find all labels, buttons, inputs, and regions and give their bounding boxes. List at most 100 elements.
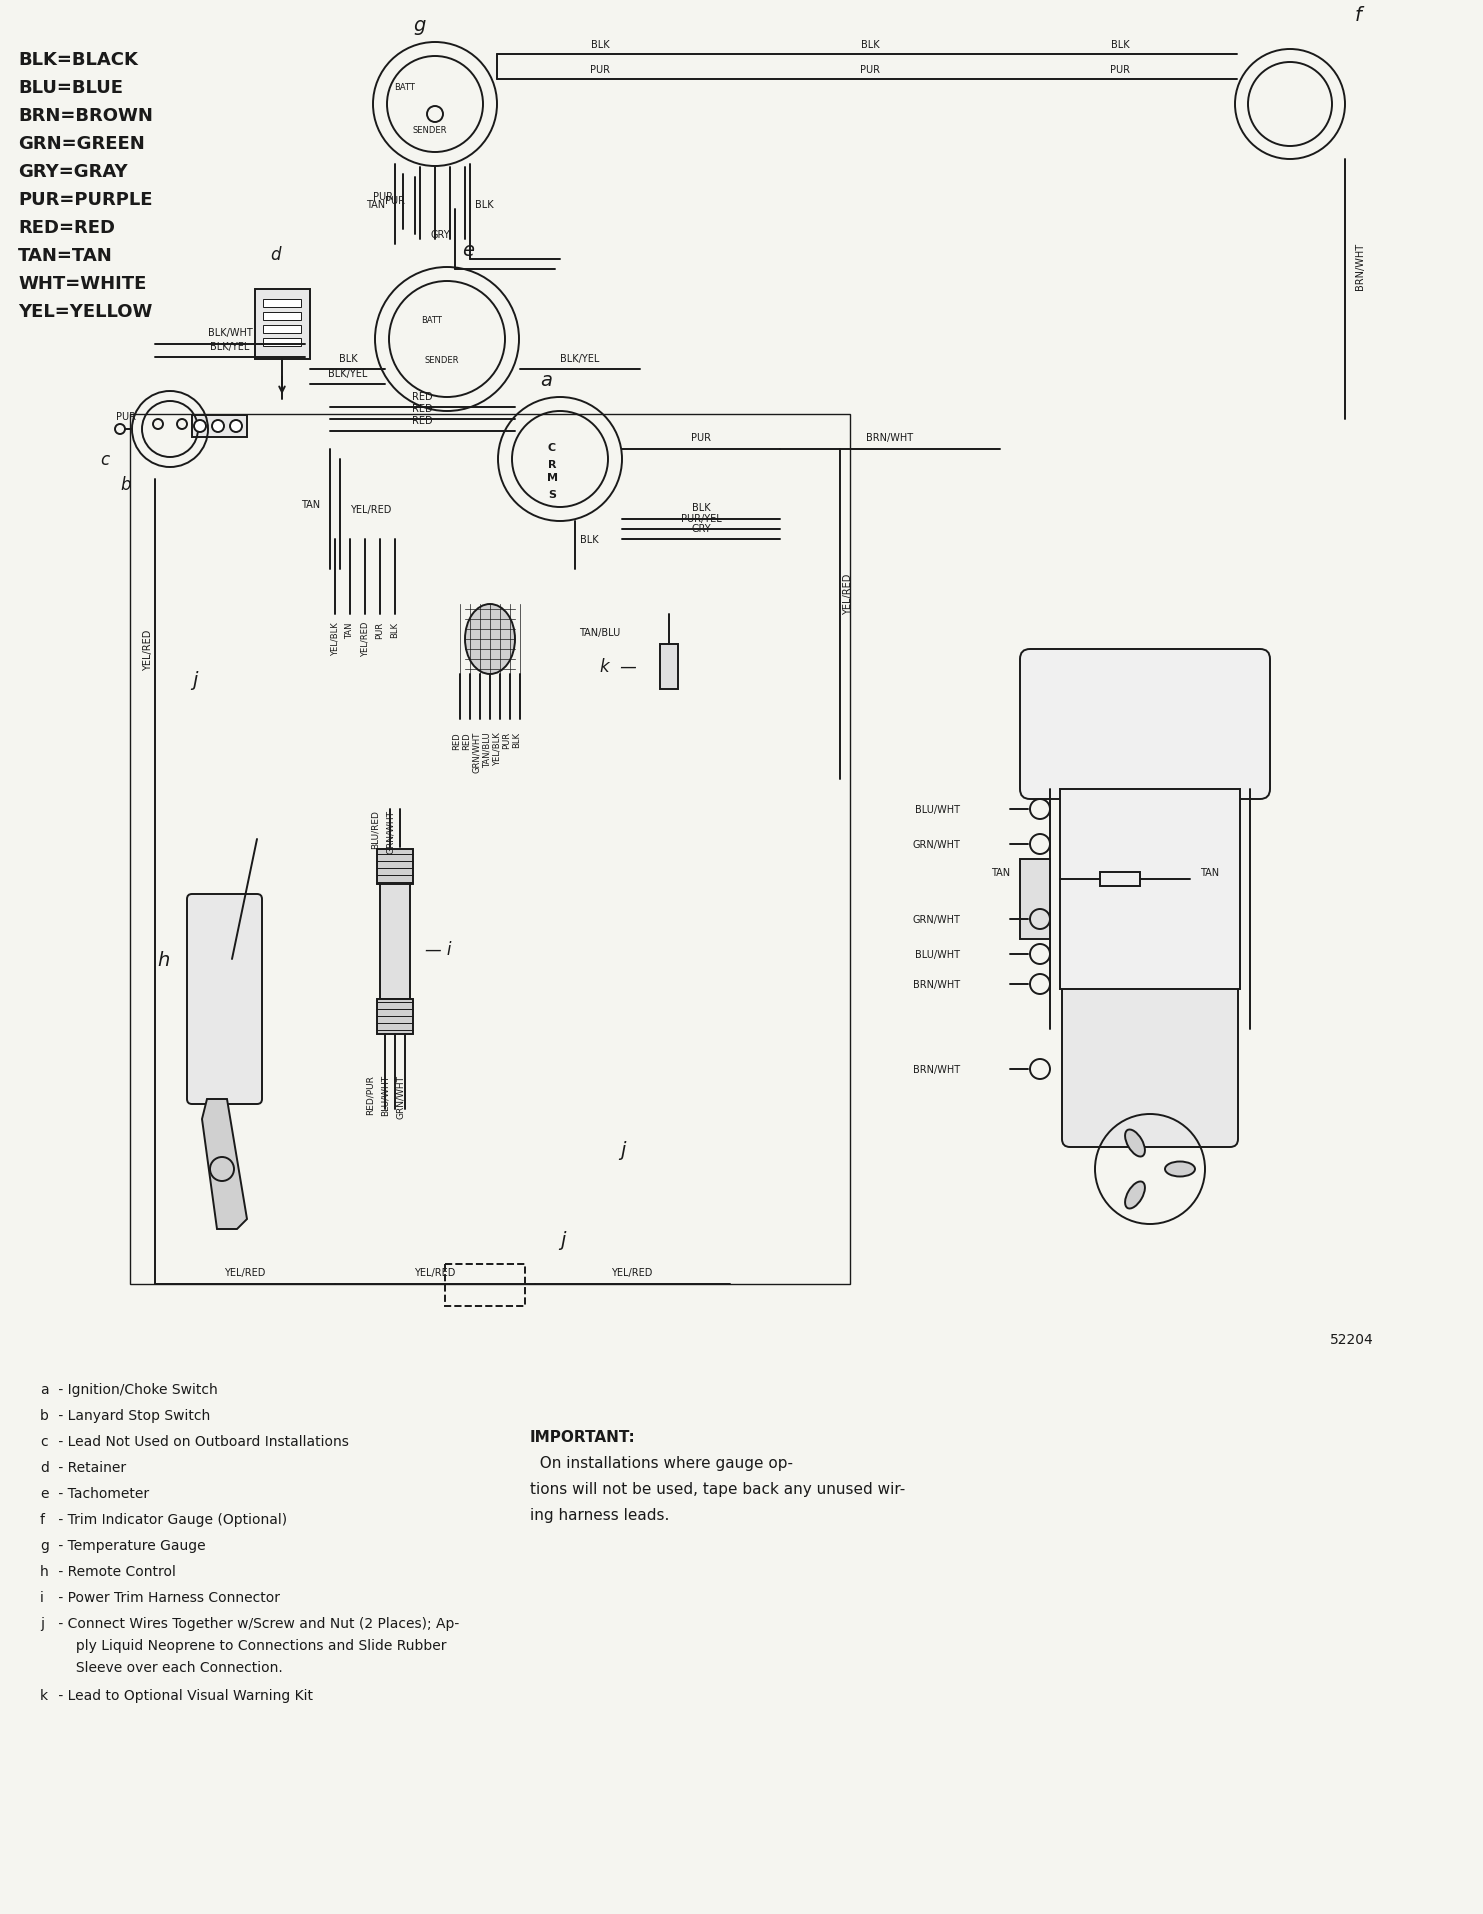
- Text: d: d: [40, 1460, 49, 1474]
- Text: BRN=BROWN: BRN=BROWN: [18, 107, 153, 124]
- Text: tions will not be used, tape back any unused wir-: tions will not be used, tape back any un…: [529, 1481, 905, 1497]
- Text: R: R: [547, 459, 556, 469]
- Text: PUR: PUR: [1109, 65, 1130, 75]
- Bar: [262, 325, 301, 333]
- Text: YEL/RED: YEL/RED: [224, 1267, 265, 1277]
- Text: - Connect Wires Together w/Screw and Nut (2 Places); Ap-: - Connect Wires Together w/Screw and Nut…: [53, 1615, 460, 1631]
- FancyBboxPatch shape: [1062, 982, 1238, 1146]
- Text: YEL/RED: YEL/RED: [350, 505, 392, 515]
- Text: a: a: [40, 1382, 49, 1397]
- Ellipse shape: [1126, 1181, 1145, 1210]
- Text: BRN/WHT: BRN/WHT: [1355, 243, 1364, 289]
- Bar: [445, 1265, 525, 1307]
- Text: GRY: GRY: [691, 524, 710, 534]
- Text: BLK: BLK: [475, 199, 494, 211]
- Text: BRN/WHT: BRN/WHT: [914, 980, 960, 990]
- Text: M: M: [547, 473, 558, 482]
- Bar: [1020, 859, 1050, 940]
- Text: YEL/BLK: YEL/BLK: [331, 622, 340, 655]
- Text: GRN/WHT: GRN/WHT: [396, 1074, 405, 1118]
- Text: IMPORTANT:: IMPORTANT:: [529, 1430, 636, 1445]
- Text: - Temperature Gauge: - Temperature Gauge: [53, 1539, 206, 1552]
- Text: ply Liquid Neoprene to Connections and Slide Rubber: ply Liquid Neoprene to Connections and S…: [53, 1638, 446, 1652]
- Text: GRY: GRY: [430, 230, 449, 239]
- Text: TAN: TAN: [1200, 867, 1219, 877]
- Text: - Tachometer: - Tachometer: [53, 1487, 150, 1501]
- Text: PUR=PURPLE: PUR=PURPLE: [18, 191, 153, 209]
- Text: i: i: [40, 1591, 44, 1604]
- Ellipse shape: [466, 605, 515, 674]
- Text: BLU/WHT: BLU/WHT: [915, 804, 960, 815]
- Text: 52204: 52204: [1330, 1332, 1373, 1346]
- Text: On installations where gauge op-: On installations where gauge op-: [529, 1455, 793, 1470]
- Bar: [262, 312, 301, 322]
- Text: BRN/WHT: BRN/WHT: [914, 1064, 960, 1074]
- Text: PUR: PUR: [374, 191, 393, 201]
- Text: h: h: [157, 949, 169, 968]
- Text: - Lead Not Used on Outboard Installations: - Lead Not Used on Outboard Installation…: [53, 1434, 349, 1449]
- Text: SENDER: SENDER: [424, 356, 460, 364]
- Text: - Remote Control: - Remote Control: [53, 1564, 176, 1579]
- Text: BLU/WHT: BLU/WHT: [915, 949, 960, 959]
- Text: BLK: BLK: [691, 503, 710, 513]
- Bar: [262, 339, 301, 346]
- Bar: [377, 999, 412, 1034]
- Text: RED: RED: [463, 731, 472, 748]
- Text: TAN=TAN: TAN=TAN: [18, 247, 113, 264]
- Text: RED=RED: RED=RED: [18, 218, 116, 237]
- Text: BLU/RED: BLU/RED: [371, 810, 380, 848]
- Text: c: c: [99, 452, 110, 469]
- Text: BLK=BLACK: BLK=BLACK: [18, 52, 138, 69]
- Polygon shape: [202, 1099, 248, 1229]
- Bar: [191, 415, 248, 438]
- Text: PUR: PUR: [386, 195, 405, 207]
- Text: YEL/BLK: YEL/BLK: [492, 731, 501, 766]
- Text: g: g: [40, 1539, 49, 1552]
- Text: TAN: TAN: [366, 199, 386, 211]
- Text: - Lanyard Stop Switch: - Lanyard Stop Switch: [53, 1409, 211, 1422]
- Text: PUR: PUR: [503, 731, 512, 748]
- Text: RED: RED: [412, 392, 433, 402]
- Text: RED: RED: [452, 731, 461, 748]
- Ellipse shape: [1166, 1162, 1195, 1177]
- Text: BLK: BLK: [338, 354, 357, 364]
- Text: j: j: [561, 1231, 565, 1248]
- Text: BLK/YEL: BLK/YEL: [211, 343, 249, 352]
- Bar: [380, 880, 409, 999]
- Text: BLK/YEL: BLK/YEL: [561, 354, 599, 364]
- Text: PUR: PUR: [691, 433, 710, 442]
- Text: C: C: [547, 442, 556, 454]
- Text: GRN/WHT: GRN/WHT: [386, 810, 394, 854]
- Text: k  —: k —: [601, 658, 636, 676]
- Text: PUR/YEL: PUR/YEL: [681, 513, 721, 524]
- Circle shape: [230, 421, 242, 433]
- Text: - Trim Indicator Gauge (Optional): - Trim Indicator Gauge (Optional): [53, 1512, 288, 1525]
- Text: e: e: [463, 241, 475, 260]
- Text: f: f: [1355, 6, 1361, 25]
- Text: YEL/RED: YEL/RED: [142, 630, 153, 672]
- Text: - Retainer: - Retainer: [53, 1460, 126, 1474]
- Bar: [660, 645, 678, 689]
- Text: YEL/RED: YEL/RED: [842, 574, 853, 614]
- Text: - Ignition/Choke Switch: - Ignition/Choke Switch: [53, 1382, 218, 1397]
- Text: b: b: [40, 1409, 49, 1422]
- Bar: [1060, 790, 1240, 990]
- Text: BLK: BLK: [580, 534, 599, 545]
- Text: YEL/RED: YEL/RED: [611, 1267, 653, 1277]
- Text: RED: RED: [412, 404, 433, 413]
- Text: BLK: BLK: [590, 40, 610, 50]
- Text: BLK: BLK: [1111, 40, 1130, 50]
- Text: GRY=GRAY: GRY=GRAY: [18, 163, 128, 182]
- Text: YEL/RED: YEL/RED: [414, 1267, 455, 1277]
- Circle shape: [194, 421, 206, 433]
- FancyBboxPatch shape: [187, 894, 262, 1104]
- Text: BATT: BATT: [394, 82, 415, 92]
- Text: f: f: [40, 1512, 44, 1525]
- Text: j: j: [191, 670, 197, 689]
- Text: k: k: [40, 1688, 47, 1702]
- Text: RED/PUR: RED/PUR: [365, 1074, 375, 1114]
- Text: BLK: BLK: [860, 40, 879, 50]
- Text: GRN=GREEN: GRN=GREEN: [18, 134, 145, 153]
- Text: — i: — i: [426, 940, 451, 959]
- Text: a: a: [540, 369, 552, 389]
